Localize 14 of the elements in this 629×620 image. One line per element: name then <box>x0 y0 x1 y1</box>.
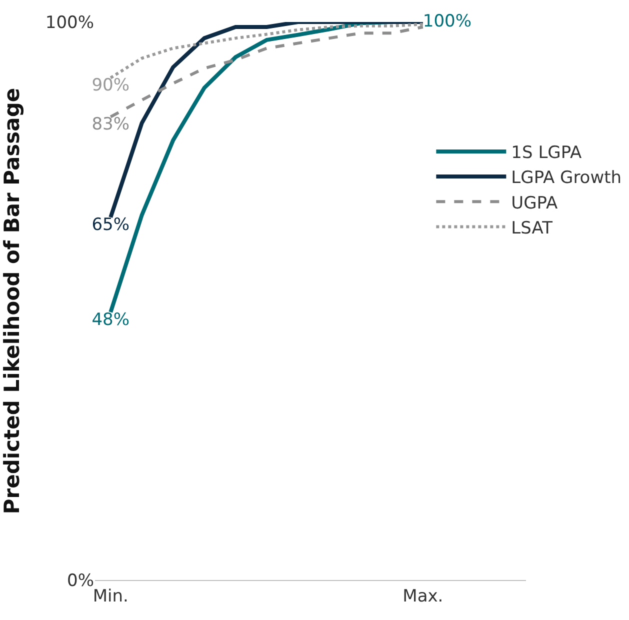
legend-label: LGPA Growth <box>511 168 622 188</box>
y-tick-label: 0% <box>67 570 94 591</box>
data-label: 83% <box>92 114 130 135</box>
line-series <box>109 22 424 80</box>
legend-label: 1S LGPA <box>511 143 582 164</box>
x-tick-label: Max. <box>402 586 444 606</box>
data-label: 65% <box>92 215 130 236</box>
legend-label: LSAT <box>511 218 554 238</box>
legend-label: UGPA <box>511 193 558 214</box>
data-label: 48% <box>92 310 130 330</box>
data-label: 90% <box>92 76 130 96</box>
data-label: 100% <box>422 11 472 32</box>
y-axis-title: Predicted Likelihood of Bar Passage <box>0 88 24 514</box>
x-tick-label: Min. <box>92 586 128 606</box>
